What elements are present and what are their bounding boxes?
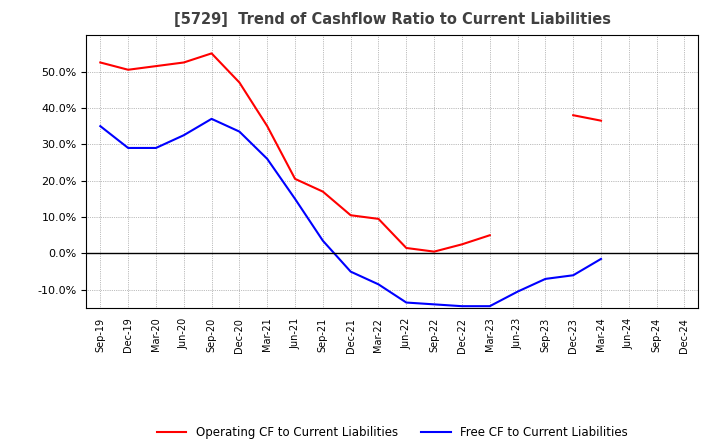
Operating CF to Current Liabilities — [263, 124, 271, 129]
Operating CF to Current Liabilities — [96, 60, 104, 65]
Operating CF to Current Liabilities — [318, 189, 327, 194]
Operating CF to Current Liabilities — [179, 60, 188, 65]
Free CF to Current Liabilities — [207, 116, 216, 121]
Free CF to Current Liabilities — [458, 304, 467, 309]
Free CF to Current Liabilities — [374, 282, 383, 287]
Free CF to Current Liabilities — [402, 300, 410, 305]
Free CF to Current Liabilities — [541, 276, 550, 282]
Operating CF to Current Liabilities — [346, 213, 355, 218]
Operating CF to Current Liabilities — [235, 80, 243, 85]
Operating CF to Current Liabilities — [291, 176, 300, 182]
Free CF to Current Liabilities — [263, 156, 271, 161]
Free CF to Current Liabilities — [235, 129, 243, 134]
Free CF to Current Liabilities — [291, 196, 300, 202]
Free CF to Current Liabilities — [485, 304, 494, 309]
Free CF to Current Liabilities — [597, 256, 606, 261]
Operating CF to Current Liabilities — [485, 233, 494, 238]
Line: Operating CF to Current Liabilities: Operating CF to Current Liabilities — [100, 53, 490, 252]
Operating CF to Current Liabilities — [430, 249, 438, 254]
Free CF to Current Liabilities — [96, 124, 104, 129]
Free CF to Current Liabilities — [179, 132, 188, 138]
Free CF to Current Liabilities — [513, 289, 522, 294]
Legend: Operating CF to Current Liabilities, Free CF to Current Liabilities: Operating CF to Current Liabilities, Fre… — [152, 422, 633, 440]
Operating CF to Current Liabilities — [458, 242, 467, 247]
Operating CF to Current Liabilities — [152, 63, 161, 69]
Line: Free CF to Current Liabilities: Free CF to Current Liabilities — [100, 119, 601, 306]
Operating CF to Current Liabilities — [402, 246, 410, 251]
Free CF to Current Liabilities — [318, 238, 327, 243]
Free CF to Current Liabilities — [124, 145, 132, 150]
Operating CF to Current Liabilities — [207, 51, 216, 56]
Title: [5729]  Trend of Cashflow Ratio to Current Liabilities: [5729] Trend of Cashflow Ratio to Curren… — [174, 12, 611, 27]
Free CF to Current Liabilities — [430, 302, 438, 307]
Operating CF to Current Liabilities — [124, 67, 132, 73]
Operating CF to Current Liabilities — [374, 216, 383, 221]
Free CF to Current Liabilities — [569, 273, 577, 278]
Free CF to Current Liabilities — [152, 145, 161, 150]
Free CF to Current Liabilities — [346, 269, 355, 274]
